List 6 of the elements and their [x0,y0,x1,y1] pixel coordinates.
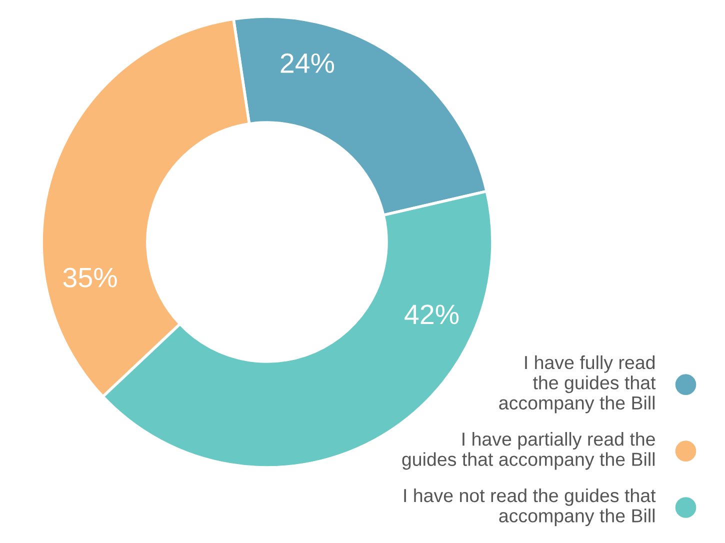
data-label: 42% [404,304,459,324]
data-label: 35% [63,268,117,288]
legend-label: I have partially read the guides that accompany the Bill [402,432,655,470]
data-label: 24% [280,53,334,73]
legend-label: I have fully read the guides that accompany the Bill [499,355,656,414]
legend-label: I have not read the guides that accompany the Bill [404,488,656,526]
